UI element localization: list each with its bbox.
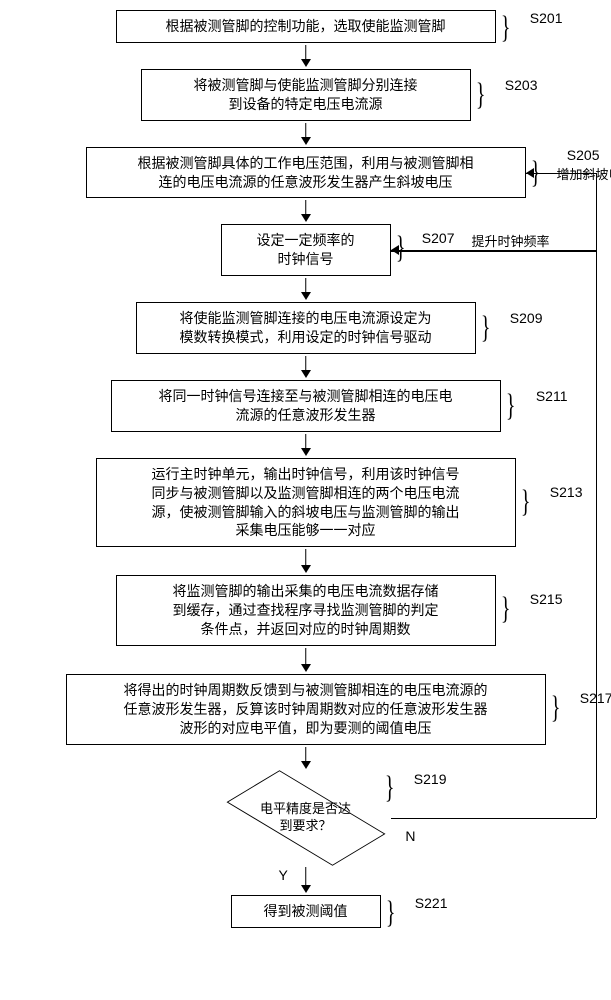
step-s209-label: S209 [510, 309, 543, 328]
step-s213: 运行主时钟单元，输出时钟信号，利用该时钟信号 同步与被测管脚以及监测管脚相连的两… [96, 458, 516, 548]
step-s201: 根据被测管脚的控制功能，选取使能监测管脚 } S201 [116, 10, 496, 43]
step-s213-text: 运行主时钟单元，输出时钟信号，利用该时钟信号 同步与被测管脚以及监测管脚相连的两… [152, 466, 460, 539]
step-s203: 将被测管脚与使能监测管脚分别连接 到设备的特定电压电流源 } S203 [141, 69, 471, 121]
step-s205-text: 根据被测管脚具体的工作电压范围，利用与被测管脚相 连的电压电流源的任意波形发生器… [138, 155, 474, 190]
step-s201-text: 根据被测管脚的控制功能，选取使能监测管脚 [166, 18, 446, 34]
step-s215-text: 将监测管脚的输出采集的电压电流数据存储 到缓存，通过查找程序寻找监测管脚的判定 … [173, 583, 439, 637]
step-s219-label: S219 [414, 771, 447, 787]
step-s221-text: 得到被测阈值 [264, 903, 348, 919]
brace: } [501, 588, 511, 631]
brace: } [385, 770, 395, 807]
brace: } [501, 7, 511, 50]
step-s209: 将使能监测管脚连接的电压电流源设定为 模数转换模式，利用设定的时钟信号驱动 } … [136, 302, 476, 354]
feedback-edge [596, 173, 598, 818]
feedback-edge [391, 818, 596, 820]
step-s221-label: S221 [415, 894, 448, 913]
brace: } [551, 687, 561, 730]
step-s203-text: 将被测管脚与使能监测管脚分别连接 到设备的特定电压电流源 [194, 77, 418, 112]
step-s213-label: S213 [550, 483, 583, 502]
brace: } [386, 892, 396, 935]
step-s203-label: S203 [505, 76, 538, 95]
step-s215: 将监测管脚的输出采集的电压电流数据存储 到缓存，通过查找程序寻找监测管脚的判定 … [116, 575, 496, 646]
branch-no: N [405, 828, 415, 844]
step-s207: 设定一定频率的 时钟信号 } S207 提升时钟频率 [221, 224, 391, 276]
step-s211-text: 将同一时钟信号连接至与被测管脚相连的电压电 流源的任意波形发生器 [159, 388, 453, 423]
brace: } [476, 74, 486, 117]
feedback-edge [526, 173, 596, 175]
step-s207-label: S207 [422, 229, 455, 248]
brace: } [506, 385, 516, 428]
branch-yes: Y [279, 867, 288, 883]
decision-s219-text: 电平精度是否达 到要求？ [241, 801, 371, 835]
step-s207-note: 提升时钟频率 [471, 233, 549, 251]
brace: } [481, 307, 491, 350]
step-s207-text: 设定一定频率的 时钟信号 [257, 232, 355, 267]
step-s205-label: S205 [567, 146, 600, 165]
flowchart: 根据被测管脚的控制功能，选取使能监测管脚 } S201 将被测管脚与使能监测管脚… [10, 10, 601, 928]
step-s217: 将得出的时钟周期数反馈到与被测管脚相连的电压电流源的 任意波形发生器，反算该时钟… [66, 674, 546, 745]
decision-s219: 电平精度是否达 到要求？ } S219 N Y [221, 773, 391, 863]
step-s221: 得到被测阈值 } S221 [231, 895, 381, 928]
arrow-head [526, 168, 534, 178]
feedback-edge [391, 250, 596, 252]
step-s211-label: S211 [536, 387, 568, 406]
step-s217-text: 将得出的时钟周期数反馈到与被测管脚相连的电压电流源的 任意波形发生器，反算该时钟… [124, 682, 488, 736]
brace: } [521, 481, 531, 524]
step-s201-label: S201 [530, 9, 563, 28]
step-s205-note: 增加斜坡电压 [556, 166, 611, 184]
step-s209-text: 将使能监测管脚连接的电压电流源设定为 模数转换模式，利用设定的时钟信号驱动 [180, 310, 432, 345]
step-s211: 将同一时钟信号连接至与被测管脚相连的电压电 流源的任意波形发生器 } S211 [111, 380, 501, 432]
step-s215-label: S215 [530, 590, 563, 609]
step-s205: 根据被测管脚具体的工作电压范围，利用与被测管脚相 连的电压电流源的任意波形发生器… [86, 147, 526, 199]
arrow-head [391, 245, 399, 255]
